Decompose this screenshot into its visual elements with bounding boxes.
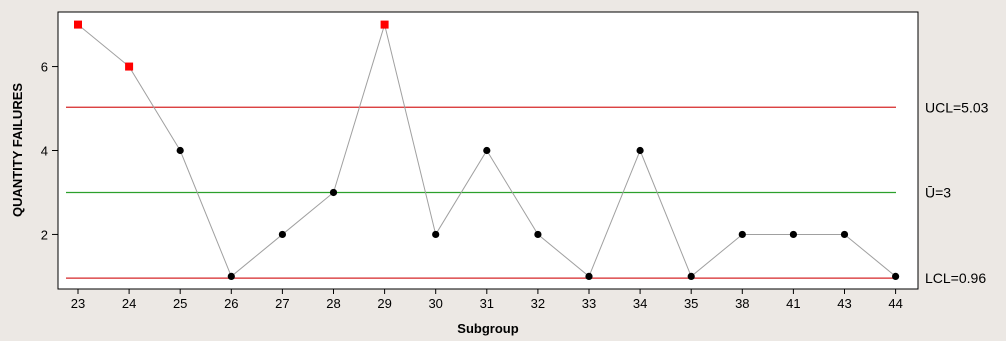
data-point [176, 146, 184, 155]
data-point [534, 230, 542, 239]
data-point [636, 146, 644, 155]
data-series [74, 20, 900, 281]
x-tick-label: 33 [582, 296, 596, 311]
x-tick-label: 25 [173, 296, 187, 311]
y-tick-label: 6 [41, 60, 48, 75]
data-point [329, 188, 338, 197]
x-tick-label: 41 [786, 296, 800, 311]
x-tick-label: 26 [224, 296, 238, 311]
control-limits: UCL=5.03 Ū=3 LCL=0.96 [66, 99, 989, 286]
data-point [432, 230, 440, 239]
x-tick-label: 23 [71, 296, 85, 311]
data-point [840, 230, 849, 239]
x-tick-label: 30 [428, 296, 442, 311]
x-axis: 23 24 25 26 27 28 29 30 31 32 33 34 35 38 41 43 44 [71, 289, 903, 311]
data-point [585, 272, 593, 281]
data-point [687, 272, 695, 281]
y-tick-label: 4 [41, 144, 48, 159]
limit-label-center: Ū=3 [925, 184, 951, 200]
x-tick-label: 28 [326, 296, 340, 311]
data-point [483, 146, 491, 155]
data-point [278, 230, 286, 239]
x-tick-label: 29 [377, 296, 391, 311]
limit-label-lcl: LCL=0.96 [925, 270, 986, 286]
out-of-control-point [125, 62, 134, 71]
limit-label-ucl: UCL=5.03 [925, 99, 989, 115]
x-axis-title: Subgroup [457, 321, 518, 336]
y-axis-title: QUANTITY FAILURES [10, 83, 25, 217]
y-tick-label: 2 [41, 227, 48, 242]
x-tick-label: 27 [275, 296, 289, 311]
x-tick-label: 44 [888, 296, 902, 311]
x-tick-label: 31 [480, 296, 494, 311]
x-tick-label: 43 [837, 296, 851, 311]
x-tick-label: 32 [531, 296, 545, 311]
x-tick-label: 35 [684, 296, 698, 311]
out-of-control-point [380, 20, 389, 29]
data-point [227, 272, 235, 281]
y-axis: 2 4 6 [41, 60, 58, 242]
data-point [789, 230, 798, 239]
data-point [738, 230, 746, 239]
out-of-control-point [74, 20, 82, 29]
x-tick-label: 38 [735, 296, 749, 311]
x-tick-label: 24 [122, 296, 136, 311]
data-point [892, 272, 900, 281]
x-tick-label: 34 [633, 296, 647, 311]
